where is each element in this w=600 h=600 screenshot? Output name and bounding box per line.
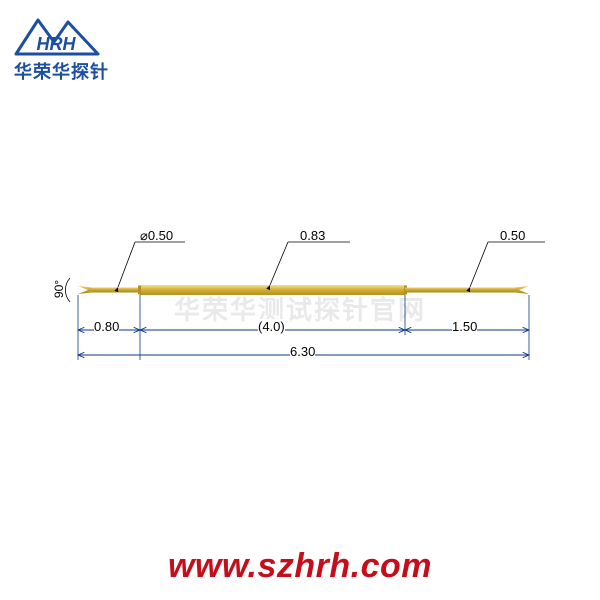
logo-mark: HRH (12, 12, 102, 60)
callout-body-diameter (270, 242, 350, 285)
website-url: www.szhrh.com (0, 547, 600, 586)
dim-right-tip: 1.50 (452, 319, 477, 334)
left-tip-crown (78, 286, 92, 294)
probe-diagram: 90° ⌀0.50 0.83 0.50 0.80 (4.0) 1.50 6.30 (0, 200, 600, 400)
dim-total: 6.30 (290, 344, 315, 359)
body-left-cap (138, 286, 141, 295)
callout-left-diameter (118, 242, 185, 287)
dim-stroke: (4.0) (258, 319, 285, 334)
diameter-symbol: ⌀ (140, 228, 148, 243)
angle-arc (65, 278, 70, 302)
right-tip-crown (515, 286, 529, 294)
left-tip-shaft (92, 288, 140, 293)
dim-left-tip: 0.80 (94, 319, 119, 334)
left-diameter-label: ⌀0.50 (140, 228, 173, 244)
logo-letters: HRH (37, 34, 77, 54)
body-diameter-label: 0.83 (300, 228, 325, 243)
angle-label: 90° (52, 280, 66, 298)
probe-body (140, 285, 405, 295)
right-tip-shaft (405, 288, 515, 293)
right-diameter-label: 0.50 (500, 228, 525, 243)
callout-right-diameter (470, 242, 545, 287)
left-diameter-value: 0.50 (148, 228, 173, 243)
brand-logo: HRH 华荣华探针 (12, 12, 109, 84)
brand-name-cn: 华荣华探针 (14, 58, 109, 84)
